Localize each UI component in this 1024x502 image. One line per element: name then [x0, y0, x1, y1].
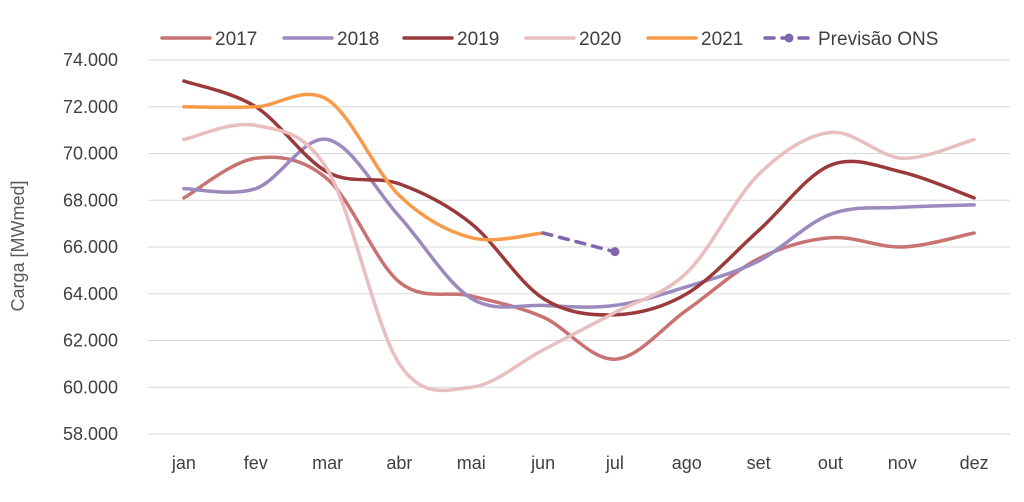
x-tick-label: abr — [386, 453, 412, 473]
series-line-previs-o-ons — [541, 231, 617, 254]
y-tick-label: 64.000 — [63, 284, 118, 304]
x-tick-label: jun — [530, 453, 555, 473]
y-axis-ticks: 58.000 60.000 62.000 64.000 66.000 68.000 70.0… — [63, 50, 118, 444]
x-tick-label: out — [818, 453, 843, 473]
legend: 2017 2018 2019 2020 2021 Previsão ONS — [160, 29, 938, 50]
x-tick-label: jan — [171, 453, 196, 473]
legend-item-previs-o-ons: Previsão ONS — [763, 29, 938, 50]
x-tick-label: mar — [312, 453, 343, 473]
y-tick-label: 62.000 — [63, 331, 118, 351]
y-tick-label: 60.000 — [63, 377, 118, 397]
y-tick-label: 74.000 — [63, 50, 118, 70]
legend-label: 2017 — [215, 29, 257, 50]
legend-marker — [784, 33, 794, 43]
legend-item-2021: 2021 — [646, 29, 743, 50]
legend-label: 2020 — [579, 29, 621, 50]
y-tick-label: 66.000 — [63, 237, 118, 257]
y-tick-label: 72.000 — [63, 97, 118, 117]
x-axis-ticks: jan fev mar abr mai jun jul ago set out nov dez — [171, 453, 989, 473]
legend-item-2017: 2017 — [160, 29, 257, 50]
series-end-marker — [610, 247, 620, 257]
y-tick-label: 70.000 — [63, 144, 118, 164]
legend-item-2019: 2019 — [402, 29, 499, 50]
legend-item-2020: 2020 — [524, 29, 621, 50]
legend-label: 2018 — [337, 29, 379, 50]
legend-item-2018: 2018 — [282, 29, 379, 50]
y-tick-label: 58.000 — [63, 424, 118, 444]
gridlines — [148, 59, 1010, 435]
legend-label: Previsão ONS — [818, 29, 938, 50]
x-tick-label: jul — [605, 453, 624, 473]
series-lines — [182, 79, 976, 393]
series-line-2019 — [182, 79, 976, 317]
x-tick-label: set — [747, 453, 771, 473]
y-tick-label: 68.000 — [63, 190, 118, 210]
x-tick-label: ago — [672, 453, 702, 473]
y-axis-title: Carga [MWmed] — [8, 180, 28, 311]
legend-label: 2021 — [701, 29, 743, 50]
series-line-2020 — [182, 122, 976, 393]
x-tick-label: fev — [244, 453, 268, 473]
series-line-2021 — [182, 92, 545, 242]
legend-label: 2019 — [457, 29, 499, 50]
x-tick-label: nov — [888, 453, 917, 473]
x-tick-label: dez — [960, 453, 989, 473]
x-tick-label: mai — [457, 453, 486, 473]
series-line-2017 — [182, 155, 976, 361]
